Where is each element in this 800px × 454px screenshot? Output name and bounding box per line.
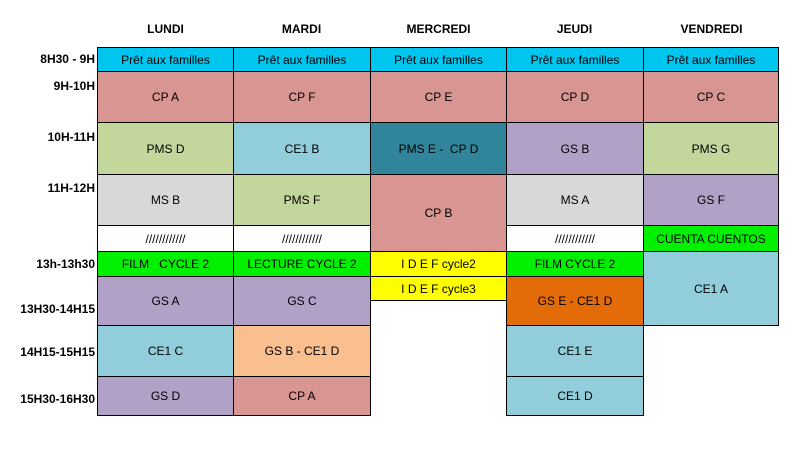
- mardi-13h-cell: LECTURE CYCLE 2: [233, 251, 371, 277]
- time-label-1000: 10H-11H: [47, 130, 95, 144]
- mardi-1330-cell: GS C: [233, 276, 371, 326]
- time-label-1330: 13H30-14H15: [20, 302, 95, 316]
- lundi-11h-cell: MS B: [97, 174, 234, 226]
- time-label-0830: 8H30 - 9H: [40, 52, 95, 66]
- lundi-lunch-cell: ////////////: [97, 225, 234, 252]
- mercredi-pret-cell: Prêt aux familles: [370, 47, 507, 72]
- jeudi-pret-cell: Prêt aux familles: [506, 47, 644, 72]
- lundi-9h-cell: CP A: [97, 71, 234, 123]
- time-label-0900: 9H-10H: [53, 79, 95, 93]
- time-label-1300: 13h-13h30: [36, 257, 95, 271]
- lundi-1530-cell: GS D: [97, 376, 234, 416]
- jeudi-13h-cell: FILM CYCLE 2: [506, 251, 644, 277]
- mercredi-9h-cell: CP E: [370, 71, 507, 123]
- vendredi-lunch-cell: CUENTA CUENTOS: [643, 225, 779, 252]
- mardi-pret-cell: Prêt aux familles: [233, 47, 371, 72]
- jeudi-1530-cell: CE1 D: [506, 376, 644, 416]
- mardi-1415-cell: GS B - CE1 D: [233, 325, 371, 377]
- lundi-pret-cell: Prêt aux familles: [97, 47, 234, 72]
- mardi-9h-cell: CP F: [233, 71, 371, 123]
- jeudi-lunch-cell: ////////////: [506, 225, 644, 252]
- time-label-1415: 14H15-15H15: [20, 345, 95, 359]
- mardi-lunch-cell: ////////////: [233, 225, 371, 252]
- lundi-1415-cell: CE1 C: [97, 325, 234, 377]
- mercredi-11h-cell: CP B: [370, 174, 507, 252]
- day-header-vendredi: VENDREDI: [680, 22, 743, 36]
- day-header-mardi: MARDI: [281, 22, 322, 36]
- lundi-1330-cell: GS A: [97, 276, 234, 326]
- jeudi-10h-cell: GS B: [506, 122, 644, 175]
- mardi-11h-cell: PMS F: [233, 174, 371, 226]
- day-header-mercredi: MERCREDI: [406, 22, 471, 36]
- vendredi-13h-cell: CE1 A: [643, 251, 779, 326]
- jeudi-11h-cell: MS A: [506, 174, 644, 226]
- mardi-1530-cell: CP A: [233, 376, 371, 416]
- day-header-jeudi: JEUDI: [556, 22, 593, 36]
- vendredi-9h-cell: CP C: [643, 71, 779, 123]
- jeudi-1415-cell: CE1 E: [506, 325, 644, 377]
- vendredi-11h-cell: GS F: [643, 174, 779, 226]
- mercredi-13h-cycle2-cell: I D E F cycle2: [370, 251, 507, 277]
- jeudi-9h-cell: CP D: [506, 71, 644, 123]
- jeudi-1330-cell: GS E - CE1 D: [506, 276, 644, 326]
- vendredi-pret-cell: Prêt aux familles: [643, 47, 779, 72]
- vendredi-10h-cell: PMS G: [643, 122, 779, 175]
- lundi-10h-cell: PMS D: [97, 122, 234, 175]
- lundi-13h-cell: FILM CYCLE 2: [97, 251, 234, 277]
- mercredi-10h-cell: PMS E - CP D: [370, 122, 507, 175]
- time-label-1100: 11H-12H: [47, 181, 95, 195]
- time-label-1530: 15H30-16H30: [20, 392, 95, 406]
- mercredi-13h-cycle3-cell: I D E F cycle3: [370, 276, 507, 301]
- mardi-10h-cell: CE1 B: [233, 122, 371, 175]
- day-header-lundi: LUNDI: [147, 22, 184, 36]
